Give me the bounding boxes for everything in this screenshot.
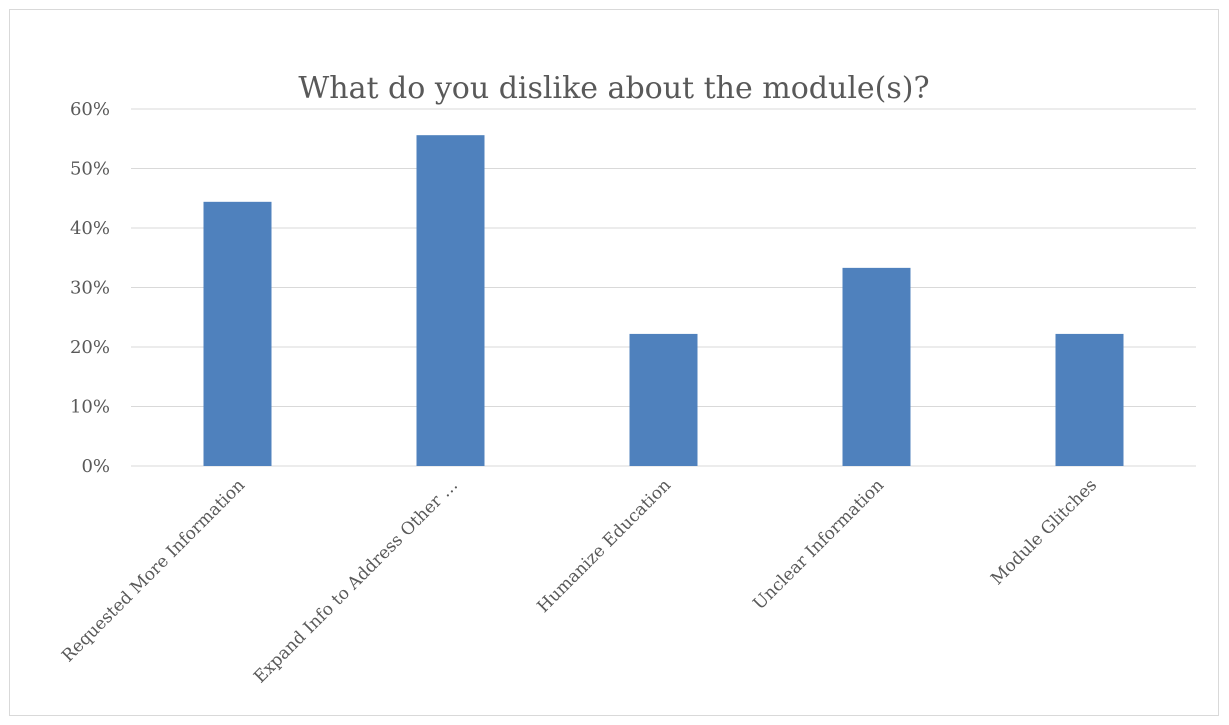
y-tick-label: 0% [81,456,110,477]
chart-title: What do you dislike about the module(s)? [298,71,929,106]
bars [203,135,1124,466]
bar [1055,333,1124,466]
bar [416,135,485,466]
x-axis-category-labels: Requested More Information Expand Info to… [58,475,1101,687]
y-tick-label: 60% [70,99,110,120]
bar [842,267,911,466]
y-tick-label: 10% [70,397,110,418]
y-tick-label: 40% [70,218,110,239]
x-category-label: Requested More Information [58,475,249,666]
x-category-label: Humanize Education [533,475,675,617]
y-axis-tick-labels: 0% 10% 20% 30% 40% 50% 60% [70,99,110,477]
bar [629,333,698,466]
y-tick-label: 50% [70,159,110,180]
y-tick-label: 30% [70,278,110,299]
x-category-label: Expand Info to Address Other … [250,475,462,687]
gridlines [131,108,1196,467]
y-tick-label: 20% [70,337,110,358]
x-category-label: Unclear Information [749,475,888,614]
x-category-label: Module Glitches [987,475,1101,589]
bar [203,201,272,466]
